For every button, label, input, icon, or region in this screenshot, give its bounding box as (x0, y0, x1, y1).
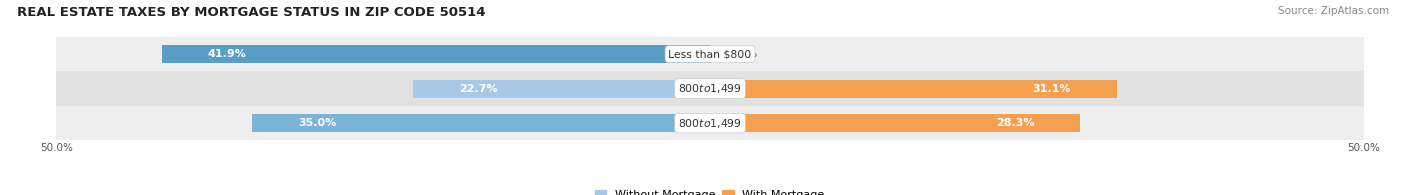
Bar (56, 106, 1364, 140)
Bar (710, 80, 1116, 98)
Text: $800 to $1,499: $800 to $1,499 (678, 117, 742, 130)
Bar (710, 45, 714, 63)
Bar (56, 37, 1364, 71)
Text: REAL ESTATE TAXES BY MORTGAGE STATUS IN ZIP CODE 50514: REAL ESTATE TAXES BY MORTGAGE STATUS IN … (17, 6, 485, 19)
Text: 35.0%: 35.0% (298, 118, 336, 128)
Bar (413, 80, 710, 98)
Text: Less than $800: Less than $800 (668, 49, 752, 59)
Bar (162, 45, 710, 63)
Text: 41.9%: 41.9% (208, 49, 247, 59)
Bar (253, 114, 710, 132)
Bar (710, 114, 1080, 132)
Text: 0.0%: 0.0% (730, 49, 758, 59)
Text: Source: ZipAtlas.com: Source: ZipAtlas.com (1278, 6, 1389, 16)
Legend: Without Mortgage, With Mortgage: Without Mortgage, With Mortgage (595, 190, 825, 195)
Bar (56, 71, 1364, 106)
Text: 28.3%: 28.3% (995, 118, 1035, 128)
Text: 31.1%: 31.1% (1032, 84, 1071, 94)
Text: $800 to $1,499: $800 to $1,499 (678, 82, 742, 95)
Text: 22.7%: 22.7% (458, 84, 498, 94)
